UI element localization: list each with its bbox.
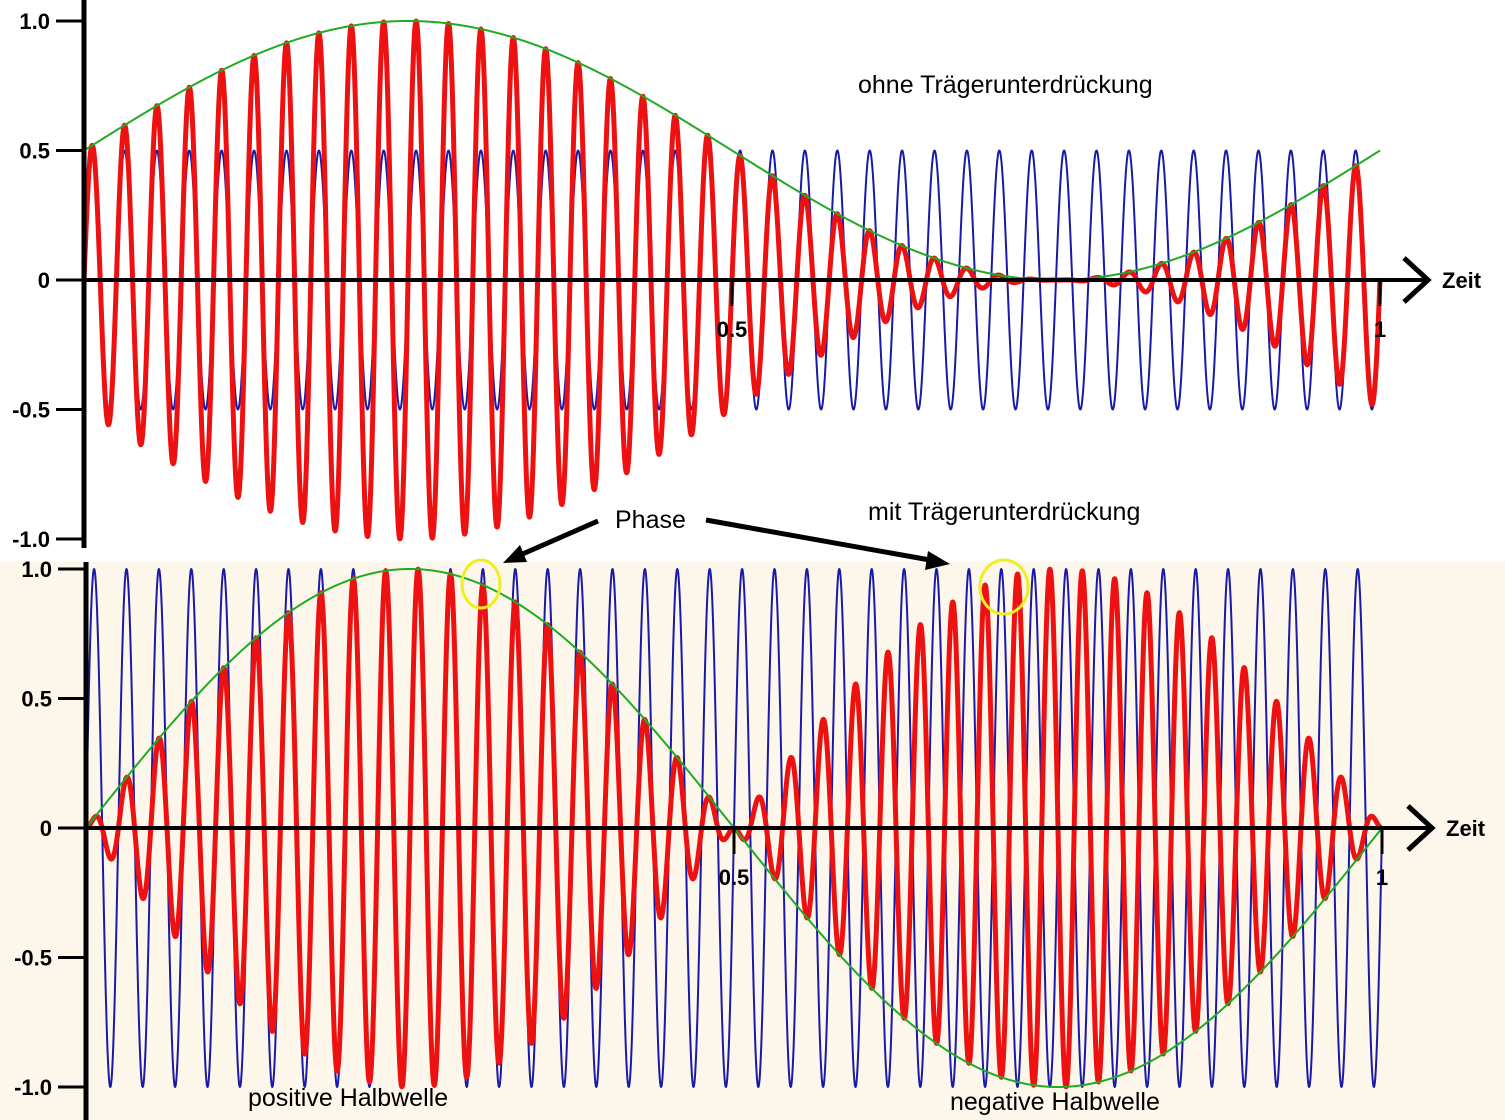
phase-highlight-circle-left <box>460 558 502 610</box>
positive-halbwelle-label: positive Halbwelle <box>248 1084 448 1112</box>
axes-top: Zeit 1.0 0.5 0 -0.5 -1.0 0.5 1 <box>12 0 1482 552</box>
phase-label: Phase <box>615 506 686 534</box>
x-axis-label: Zeit <box>1442 268 1482 293</box>
y-tick-label: -1.0 <box>14 1075 52 1100</box>
x-axis-label: Zeit <box>1446 816 1486 841</box>
phase-arrow-right-head <box>925 551 950 570</box>
envelope-line <box>83 20 1381 281</box>
y-tick-label: 0 <box>40 816 52 841</box>
y-tick-label: 1.0 <box>21 557 52 582</box>
annotation-ohne-traegerunterdrueckung: ohne Trägerunterdrückung <box>858 71 1153 99</box>
x-tick-label: 1 <box>1376 865 1388 890</box>
phase-arrow-right-shaft <box>705 517 931 563</box>
envelope-series-top <box>83 20 1381 281</box>
x-tick-label: 1 <box>1374 317 1386 342</box>
y-tick-label: -0.5 <box>12 398 50 423</box>
phase-arrow-left-shaft <box>516 518 600 559</box>
phase-arrow-left-head <box>503 545 527 563</box>
y-tick-label: 0.5 <box>21 687 52 712</box>
annotation-mit-traegerunterdrueckung: mit Trägerunterdrückung <box>868 498 1140 526</box>
y-tick-label: -0.5 <box>14 946 52 971</box>
x-axis-arrowhead <box>1406 804 1436 852</box>
y-tick-label: 1.0 <box>19 9 50 34</box>
y-tick-label: 0 <box>38 268 50 293</box>
phase-highlight-circle-right <box>978 558 1030 616</box>
y-tick-label: 0.5 <box>19 139 50 164</box>
chart-mit-traegerunterdrueckung: Zeit 1.0 0.5 0 -0.5 -1.0 0.5 1 mit Trägerunterd… <box>14 498 1486 1120</box>
negative-halbwelle-label: negative Halbwelle <box>950 1088 1160 1116</box>
x-tick-label: 0.5 <box>719 865 750 890</box>
y-tick-label: -1.0 <box>12 527 50 552</box>
chart-ohne-traegerunterdrueckung: Zeit 1.0 0.5 0 -0.5 -1.0 0.5 1 ohne Trägerunter… <box>12 0 1482 552</box>
x-axis-arrowhead <box>1402 256 1432 304</box>
x-tick-label: 0.5 <box>717 317 748 342</box>
axes-bottom: Zeit 1.0 0.5 0 -0.5 -1.0 0.5 1 <box>14 557 1486 1120</box>
phase-annotation: Phase <box>460 506 1030 616</box>
